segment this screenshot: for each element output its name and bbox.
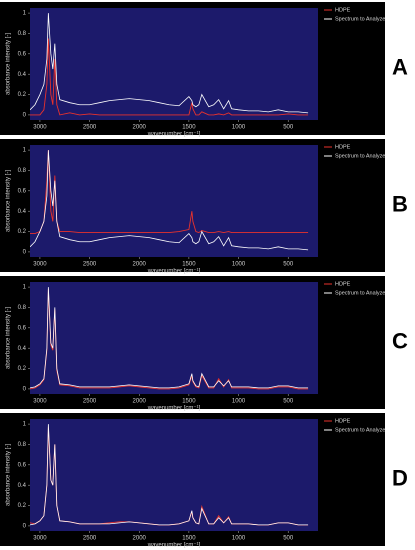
- y-tick-label: 0.8: [18, 305, 27, 311]
- legend-label: HDPE: [335, 7, 351, 13]
- x-tick-label: 1500: [182, 536, 196, 542]
- legend-label: Spectrum to Analyze: [335, 290, 385, 296]
- y-tick-label: 0: [23, 249, 27, 255]
- x-tick-label: 2500: [83, 125, 97, 131]
- spectrum-line: [30, 424, 309, 526]
- x-tick-label: 2000: [133, 536, 147, 542]
- legend-label: Spectrum to Analyze: [335, 16, 385, 22]
- legend-label: HDPE: [335, 144, 351, 150]
- legend-label: Spectrum to Analyze: [335, 153, 385, 159]
- y-tick-label: 0.2: [18, 503, 27, 509]
- spectrum-line: [30, 289, 309, 390]
- x-tick-label: 2500: [83, 399, 97, 405]
- y-tick-label: 0.6: [18, 51, 27, 57]
- y-tick-label: 0.8: [18, 442, 27, 448]
- x-tick-label: 500: [283, 125, 294, 131]
- y-axis-label: absorbance intensity [-]: [6, 307, 12, 369]
- plot-area: [30, 145, 318, 257]
- x-tick-label: 1000: [232, 399, 246, 405]
- y-tick-label: 0.2: [18, 229, 27, 235]
- x-tick-label: 2500: [83, 536, 97, 542]
- y-tick-label: 1: [23, 148, 27, 154]
- legend-label: HDPE: [335, 281, 351, 287]
- x-tick-label: 500: [283, 536, 294, 542]
- plot-area: [30, 282, 318, 394]
- x-tick-label: 2000: [133, 399, 147, 405]
- y-tick-label: 0.6: [18, 462, 27, 468]
- legend-label: Spectrum to Analyze: [335, 427, 385, 433]
- y-axis-label: absorbance intensity [-]: [6, 444, 12, 506]
- panel-letter: A: [392, 54, 408, 79]
- x-axis-label: wavenumber [cm⁻¹]: [147, 132, 201, 138]
- spectrum-line: [30, 13, 309, 114]
- legend-label: HDPE: [335, 418, 351, 424]
- x-axis-label: wavenumber [cm⁻¹]: [147, 406, 201, 412]
- x-tick-label: 3000: [33, 262, 47, 268]
- spectrum-line: [30, 150, 309, 251]
- spectrum-line: [30, 150, 309, 235]
- spectrum-line: [30, 287, 309, 389]
- x-tick-label: 2000: [133, 125, 147, 131]
- y-tick-label: 0: [23, 112, 27, 118]
- x-tick-label: 1500: [182, 399, 196, 405]
- y-tick-label: 0.2: [18, 366, 27, 372]
- y-tick-label: 0.6: [18, 325, 27, 331]
- x-tick-label: 500: [283, 262, 294, 268]
- y-tick-label: 0.4: [18, 209, 27, 215]
- x-tick-label: 2000: [133, 262, 147, 268]
- y-tick-label: 0.6: [18, 188, 27, 194]
- plot-area: [30, 419, 318, 531]
- y-tick-label: 1: [23, 11, 27, 17]
- panel-letter: B: [392, 191, 408, 216]
- x-tick-label: 1000: [232, 536, 246, 542]
- y-tick-label: 0.4: [18, 346, 27, 352]
- x-tick-label: 3000: [33, 536, 47, 542]
- y-tick-label: 0.8: [18, 168, 27, 174]
- x-tick-label: 1500: [182, 262, 196, 268]
- y-tick-label: 1: [23, 422, 27, 428]
- x-tick-label: 3000: [33, 399, 47, 405]
- y-tick-label: 1: [23, 285, 27, 291]
- spectrum-line: [30, 38, 309, 116]
- y-axis-label: absorbance intensity [-]: [6, 33, 12, 95]
- y-tick-label: 0.8: [18, 31, 27, 37]
- x-axis-label: wavenumber [cm⁻¹]: [147, 543, 201, 549]
- x-tick-label: 1000: [232, 262, 246, 268]
- x-tick-label: 1500: [182, 125, 196, 131]
- x-tick-label: 2500: [83, 262, 97, 268]
- x-tick-label: 1000: [232, 125, 246, 131]
- y-tick-label: 0: [23, 523, 27, 529]
- y-axis-label: absorbance intensity [-]: [6, 170, 12, 232]
- panel-letter: C: [392, 328, 408, 353]
- y-tick-label: 0.4: [18, 72, 27, 78]
- x-tick-label: 3000: [33, 125, 47, 131]
- y-tick-label: 0.4: [18, 483, 27, 489]
- x-axis-label: wavenumber [cm⁻¹]: [147, 269, 201, 275]
- y-tick-label: 0.2: [18, 92, 27, 98]
- x-tick-label: 500: [283, 399, 294, 405]
- y-tick-label: 0: [23, 386, 27, 392]
- plot-area: [30, 8, 318, 120]
- panel-letter: D: [392, 465, 408, 490]
